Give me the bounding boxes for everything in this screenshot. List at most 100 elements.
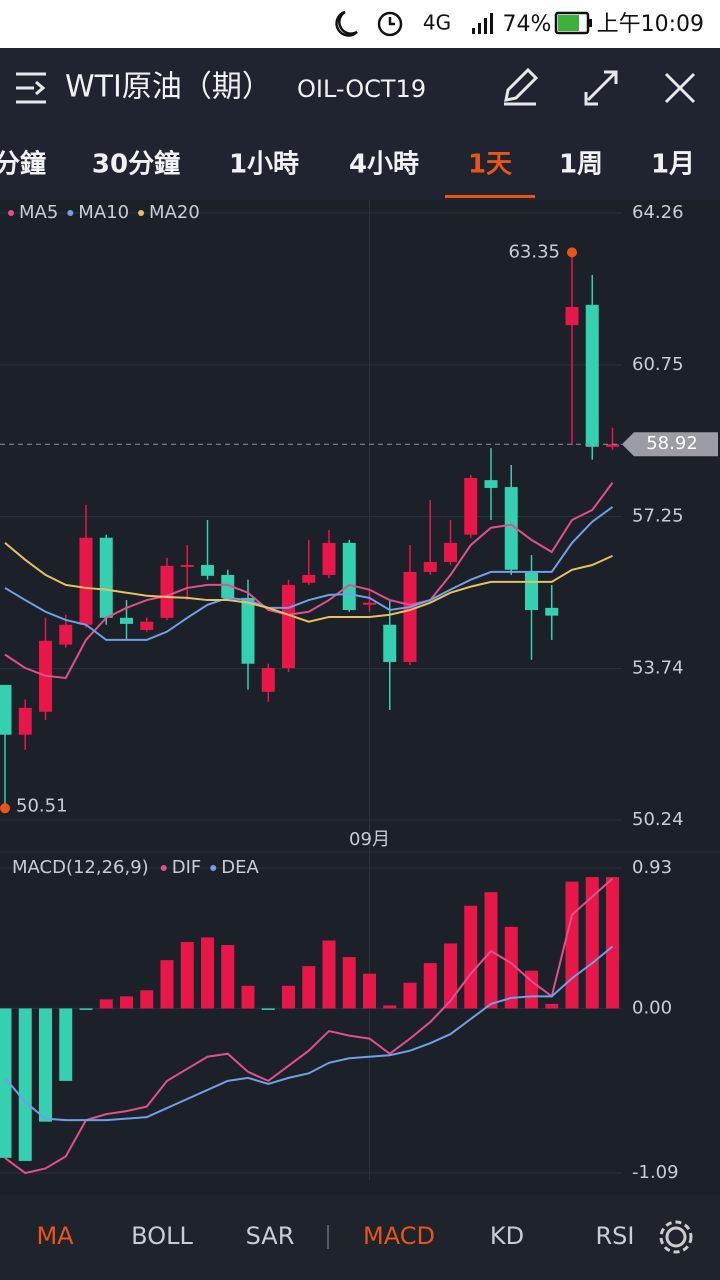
candle-body [525,571,538,611]
legend-label: MA10 [78,202,129,223]
candle-body [464,477,478,535]
histogram-bar [342,957,356,1009]
status-icons [335,10,590,37]
indicator-line [4,506,614,641]
legend-label: DIF [172,857,202,878]
timeframe-tab[interactable]: 分鐘 [0,149,46,180]
candle-body [342,542,356,611]
panel-title: MACD(12,26,9) [12,857,149,878]
timeframe-tab[interactable]: 1天 [468,150,512,180]
candle-body [383,624,397,662]
high-marker [567,247,577,258]
histogram-bar [180,941,194,1009]
candle-body [484,480,498,488]
indicator-tab[interactable]: KD [490,1222,524,1250]
status-bar [0,0,720,48]
high-label: 63.35 [508,241,560,262]
low-marker [0,803,10,814]
histogram-bar [423,963,437,1009]
legend-dot [160,865,167,871]
legend-label: MA20 [149,202,200,223]
candle-body [0,684,12,735]
candle-body [180,564,194,567]
battery-tip [588,19,592,27]
indicator-tab[interactable]: RSI [596,1222,635,1250]
histogram-bar [261,1008,275,1010]
histogram-bar [221,945,235,1009]
histogram-bar [464,905,478,1009]
battery-label: 74% [503,12,552,37]
settings-gear[interactable] [659,1220,693,1254]
edit-icon[interactable] [504,67,539,106]
low-label: 50.51 [16,795,68,816]
histogram-bar [79,1008,93,1010]
header-bar [0,48,720,200]
indicator-tab[interactable]: BOLL [131,1222,193,1250]
histogram-bar [322,940,336,1009]
histogram-bar [0,1008,12,1158]
histogram-bar [160,960,174,1009]
indicator-line [4,877,614,1175]
candle-body [160,565,174,618]
histogram-bar [363,973,376,1009]
instrument-code: OIL-OCT19 [297,75,426,103]
candle-body [140,621,154,630]
indicator-tab[interactable]: SAR [246,1222,295,1250]
candle-body [282,584,295,669]
candle-body [302,574,316,583]
histogram-bar [403,982,417,1009]
candle-body [504,487,518,570]
timeframe-tab[interactable]: 1月 [651,150,695,180]
moon-icon [335,10,358,37]
candle-body [423,561,437,572]
last-price-label: 58.92 [646,433,698,454]
histogram-bar [201,937,214,1009]
y-tick-label: 0.93 [632,857,672,878]
alarm-hands [388,17,395,26]
timeframe-tab[interactable]: 4小時 [349,150,419,180]
histogram-bar [18,1008,32,1161]
settings-icon[interactable] [665,1226,687,1248]
histogram-bar [504,926,518,1009]
legend-dot [67,210,74,216]
network-label: 4G [423,11,451,35]
histogram-bar [282,985,295,1009]
y-tick-label: -1.09 [632,1162,679,1183]
candle-body [403,571,417,662]
candle-body [99,537,113,618]
expand-icon[interactable] [584,70,618,106]
timeframe-tab[interactable]: 1小時 [229,150,299,180]
candle-body [606,444,619,447]
histogram-bar [99,999,113,1009]
candle-body [120,617,133,624]
histogram-bar [120,996,133,1009]
y-tick-label: 53.74 [632,657,684,678]
y-tick-label: 64.26 [632,202,684,223]
histogram-bar [565,881,579,1009]
alarm-icon [377,11,403,37]
histogram-bar [606,877,619,1009]
indicator-line [4,482,614,680]
legend-dot [8,210,14,216]
indicator-line [4,542,613,623]
bottom-bar [0,1195,720,1280]
timeframe-tab[interactable]: 1周 [559,150,603,180]
y-tick-label: 57.25 [632,506,684,527]
indicator-tab[interactable]: MA [36,1222,74,1250]
menu-icon[interactable] [16,72,46,104]
legend-label: DEA [221,857,259,878]
indicator-tab[interactable]: MACD [363,1222,435,1250]
legend-dot [138,210,145,216]
instrument-title: WTI原油（期） [65,70,272,105]
clock: 上午10:09 [597,12,704,37]
histogram-bar [444,943,457,1009]
candle-body [444,542,457,562]
histogram-bar [383,1005,397,1009]
tab-underline [445,195,535,198]
indicator-bar: MA BOLL SAR MACD KD RSI [0,1195,720,1280]
close-icon[interactable] [664,72,696,104]
timeframe-tabs: 分鐘 30分鐘 1小時 4小時 1天 1周 1月 [0,149,695,198]
last-price-tag [622,432,718,457]
timeframe-tab[interactable]: 30分鐘 [92,149,180,180]
